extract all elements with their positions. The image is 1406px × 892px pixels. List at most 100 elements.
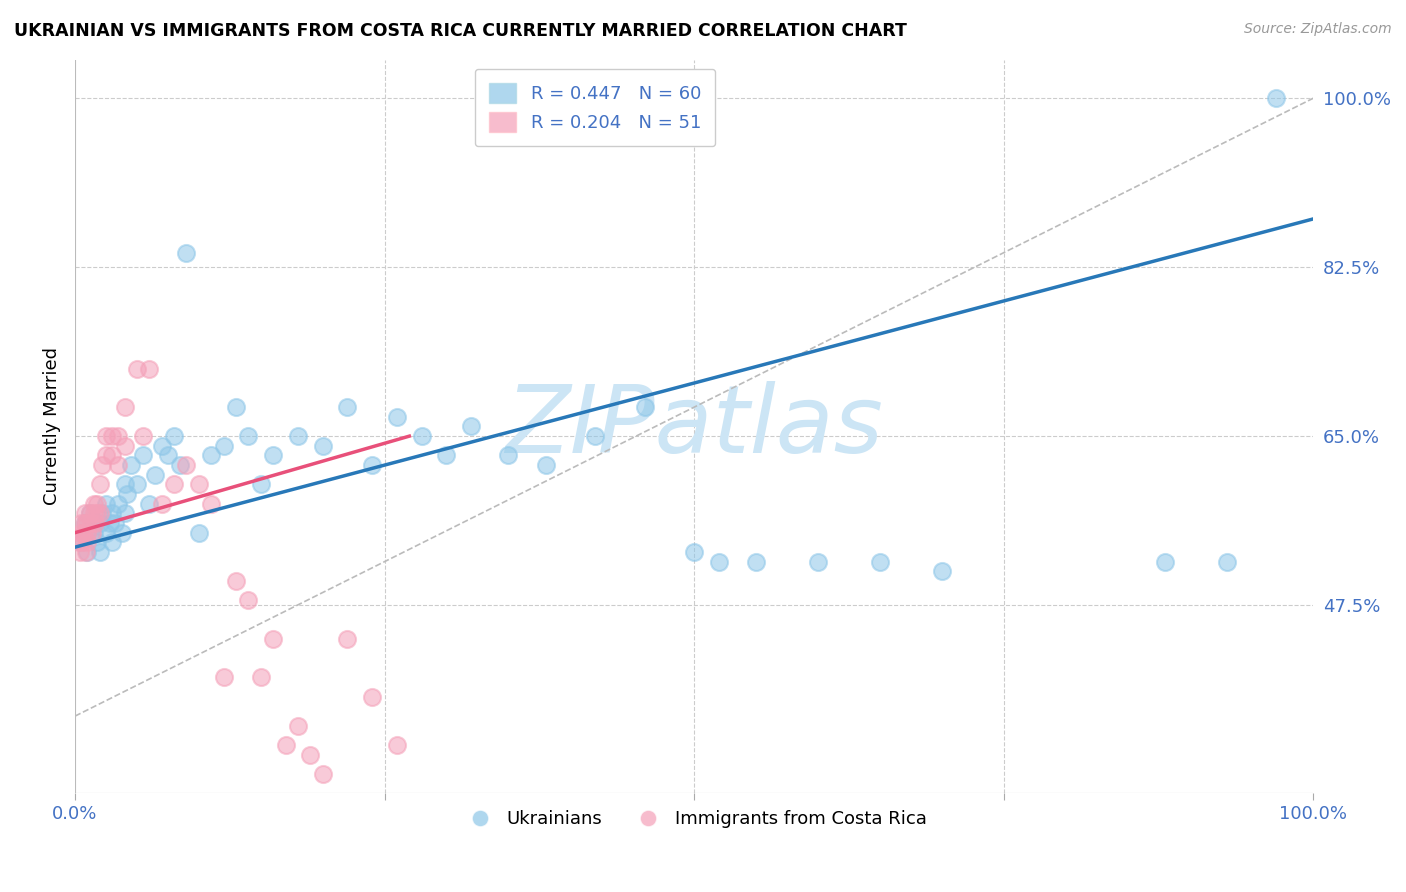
Point [385,738,408,752]
Point [311,439,333,453]
Point [94,429,117,443]
Point [83,525,105,540]
Point [86,497,108,511]
Point [262,449,284,463]
Point [76,525,98,540]
Point [287,719,309,733]
Point [83,516,105,530]
Point [114,477,136,491]
Point [200,497,222,511]
Point [287,429,309,443]
Point [104,516,127,530]
Point [89,507,111,521]
Point [931,564,953,578]
Point [107,497,129,511]
Point [101,429,124,443]
Point [1265,91,1288,105]
Point [212,671,235,685]
Point [101,535,124,549]
Point [120,458,142,472]
Point [336,632,359,646]
Point [67,535,90,549]
Point [163,429,186,443]
Point [83,516,105,530]
Point [807,555,830,569]
Point [101,449,124,463]
Point [262,632,284,646]
Text: UKRAINIAN VS IMMIGRANTS FROM COSTA RICA CURRENTLY MARRIED CORRELATION CHART: UKRAINIAN VS IMMIGRANTS FROM COSTA RICA … [14,22,907,40]
Point [1153,555,1175,569]
Point [115,487,138,501]
Point [80,516,103,530]
Point [187,477,209,491]
Point [249,671,271,685]
Point [91,458,114,472]
Point [83,507,105,521]
Point [138,497,160,511]
Text: Source: ZipAtlas.com: Source: ZipAtlas.com [1244,22,1392,37]
Point [132,429,155,443]
Point [101,507,124,521]
Point [69,545,91,559]
Point [361,458,384,472]
Point [238,593,260,607]
Point [150,439,173,453]
Point [212,439,235,453]
Point [114,507,136,521]
Point [83,497,105,511]
Point [114,439,136,453]
Point [111,525,134,540]
Point [76,516,98,530]
Point [411,429,433,443]
Point [107,458,129,472]
Point [150,497,173,511]
Point [583,429,606,443]
Point [436,449,458,463]
Point [79,507,101,521]
Point [683,545,706,559]
Point [498,449,520,463]
Point [98,516,121,530]
Point [745,555,768,569]
Point [156,449,179,463]
Point [138,361,160,376]
Legend: Ukrainians, Immigrants from Costa Rica: Ukrainians, Immigrants from Costa Rica [454,803,934,836]
Point [70,535,93,549]
Point [385,409,408,424]
Point [169,458,191,472]
Point [76,545,98,559]
Point [73,516,96,530]
Point [274,738,297,752]
Point [79,507,101,521]
Point [869,555,891,569]
Point [82,525,104,540]
Point [534,458,557,472]
Point [1215,555,1237,569]
Point [94,497,117,511]
Point [361,690,384,704]
Point [89,477,111,491]
Point [238,429,260,443]
Point [200,449,222,463]
Point [460,419,482,434]
Point [76,525,98,540]
Point [163,477,186,491]
Point [89,516,111,530]
Point [76,535,98,549]
Point [225,574,247,588]
Point [94,525,117,540]
Point [249,477,271,491]
Point [145,467,167,482]
Point [94,449,117,463]
Point [125,361,148,376]
Point [73,525,96,540]
Point [299,747,322,762]
Point [75,545,97,559]
Point [114,400,136,414]
Point [176,458,198,472]
Point [125,477,148,491]
Point [176,245,198,260]
Point [70,516,93,530]
Point [70,525,93,540]
Point [86,535,108,549]
